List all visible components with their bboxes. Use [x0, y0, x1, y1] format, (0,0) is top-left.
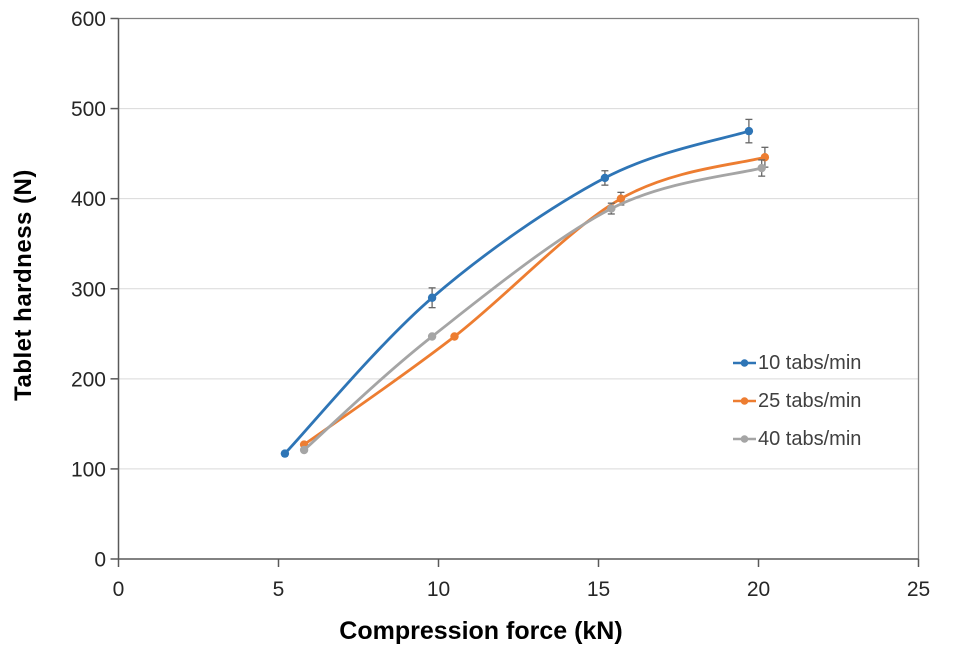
legend-label: 40 tabs/min	[758, 427, 862, 450]
y-tick-label: 200	[71, 368, 106, 391]
x-tick-label: 5	[273, 578, 285, 601]
x-tick-label: 0	[113, 578, 125, 601]
data-point-marker-10-tabs-min	[280, 449, 290, 458]
legend-line-marker-icon	[733, 397, 756, 405]
y-tick-label: 400	[71, 188, 106, 211]
x-axis-title: Compression force (kN)	[339, 617, 623, 645]
y-tick-label: 300	[71, 278, 106, 301]
series-line-25-tabs-min	[302, 155, 767, 446]
x-tick-label: 25	[907, 578, 930, 601]
data-point-marker-10-tabs-min	[427, 293, 437, 302]
data-point-marker-40-tabs-min	[607, 204, 616, 213]
legend-label: 25 tabs/min	[758, 389, 862, 412]
y-tick-label: 500	[71, 98, 106, 121]
legend: 10 tabs/min 25 tabs/min 40 tabs/min	[733, 344, 861, 458]
data-point-marker-25-tabs-min	[616, 194, 626, 203]
legend-item: 40 tabs/min	[733, 420, 861, 458]
data-point-marker-40-tabs-min	[757, 163, 766, 173]
legend-label: 10 tabs/min	[758, 351, 862, 374]
legend-item: 10 tabs/min	[733, 344, 861, 382]
data-point-marker-10-tabs-min	[600, 173, 610, 183]
y-tick-label: 600	[71, 8, 106, 31]
x-tick-label: 15	[587, 578, 610, 601]
series-line-10-tabs-min	[283, 129, 751, 455]
legend-swatch-marker	[740, 435, 749, 443]
legend-swatch-marker	[740, 397, 749, 405]
x-tick-label: 20	[747, 578, 770, 601]
y-tick-label: 0	[94, 549, 106, 572]
legend-line-marker-icon	[733, 435, 756, 443]
legend-item: 25 tabs/min	[733, 382, 861, 420]
y-axis-title: Tablet hardness (N)	[10, 169, 37, 401]
legend-line-marker-icon	[733, 359, 756, 367]
data-point-marker-40-tabs-min	[427, 332, 437, 341]
series-line-40-tabs-min	[302, 166, 764, 452]
data-point-marker-10-tabs-min	[744, 126, 754, 136]
data-point-marker-25-tabs-min	[450, 332, 459, 341]
x-tick-label: 10	[427, 578, 450, 601]
y-tick-label: 100	[71, 458, 106, 481]
legend-swatch-marker	[740, 359, 749, 367]
data-point-marker-40-tabs-min	[299, 445, 309, 455]
